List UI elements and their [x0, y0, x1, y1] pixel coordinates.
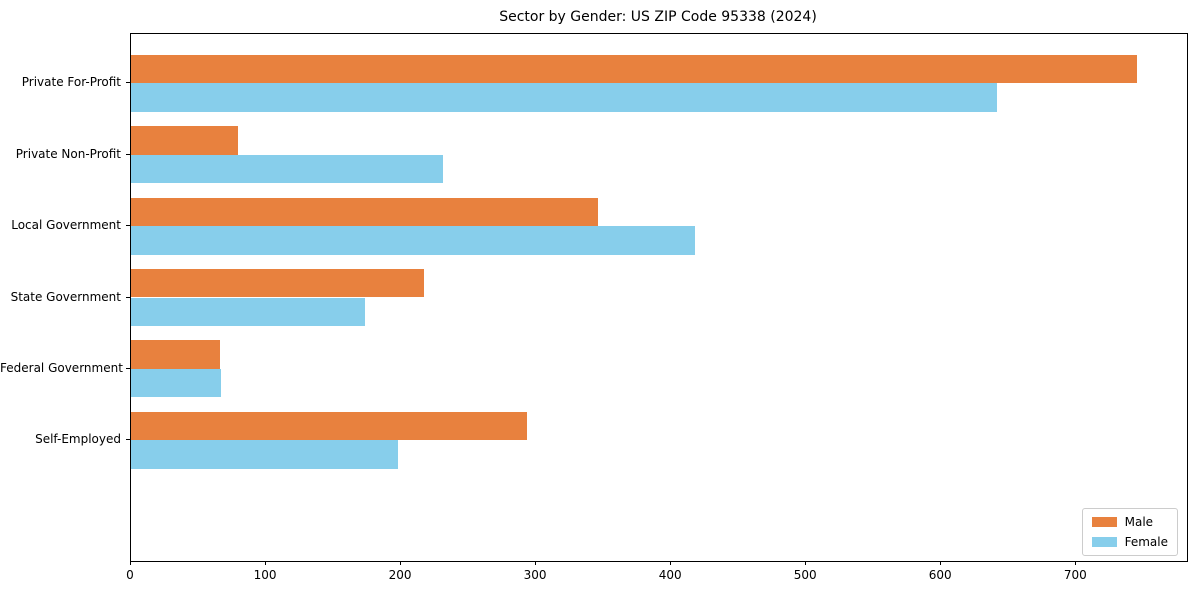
x-tick-label: 700 [1063, 568, 1087, 582]
plot-area: Male Female [130, 33, 1188, 562]
x-tick-mark [804, 561, 806, 565]
bar-female-5 [131, 440, 399, 469]
y-tick-mark [126, 82, 130, 84]
bar-female-1 [131, 154, 443, 184]
category-label: Private For-Profit [21, 75, 121, 90]
bar-male-0 [131, 54, 1138, 84]
y-tick-mark [126, 153, 130, 155]
legend-label-female: Female [1124, 535, 1168, 549]
bar-male-2 [131, 197, 599, 227]
bar-female-0 [131, 83, 997, 112]
category-label: State Government [10, 289, 121, 304]
x-tick-mark [534, 561, 536, 565]
category-label: Self-Employed [35, 432, 121, 447]
category-label: Federal Government [0, 360, 123, 375]
legend-item-male: Male [1091, 515, 1168, 529]
legend-label-male: Male [1124, 515, 1154, 529]
category-label: Local Government [11, 218, 121, 233]
x-tick-label: 600 [928, 568, 952, 582]
bar-female-4 [131, 368, 222, 398]
x-tick-label: 400 [658, 568, 682, 582]
category-label: Private Non-Profit [15, 146, 121, 161]
x-tick-mark [669, 561, 671, 565]
x-tick-label: 300 [523, 568, 547, 582]
bar-male-1 [131, 126, 238, 155]
bar-male-3 [131, 268, 425, 298]
bar-female-3 [131, 297, 365, 327]
x-tick-label: 200 [388, 568, 412, 582]
x-tick-label: 0 [126, 568, 134, 582]
y-tick-mark [126, 296, 130, 298]
x-tick-mark [939, 561, 941, 565]
legend-item-female: Female [1091, 535, 1168, 549]
y-tick-mark [126, 367, 130, 369]
y-tick-mark [126, 439, 130, 441]
x-tick-mark [264, 561, 266, 565]
x-tick-label: 100 [253, 568, 277, 582]
x-tick-mark [1074, 561, 1076, 565]
chart-title: Sector by Gender: US ZIP Code 95338 (202… [499, 9, 817, 25]
x-tick-label: 500 [793, 568, 817, 582]
x-tick-mark [399, 561, 401, 565]
bar-male-5 [131, 411, 527, 441]
bar-female-2 [131, 226, 696, 255]
legend: Male Female [1081, 508, 1178, 556]
y-tick-mark [126, 225, 130, 227]
female-swatch-icon [1091, 537, 1117, 547]
bar-male-4 [131, 340, 221, 369]
x-tick-mark [129, 561, 131, 565]
male-swatch-icon [1091, 517, 1117, 527]
